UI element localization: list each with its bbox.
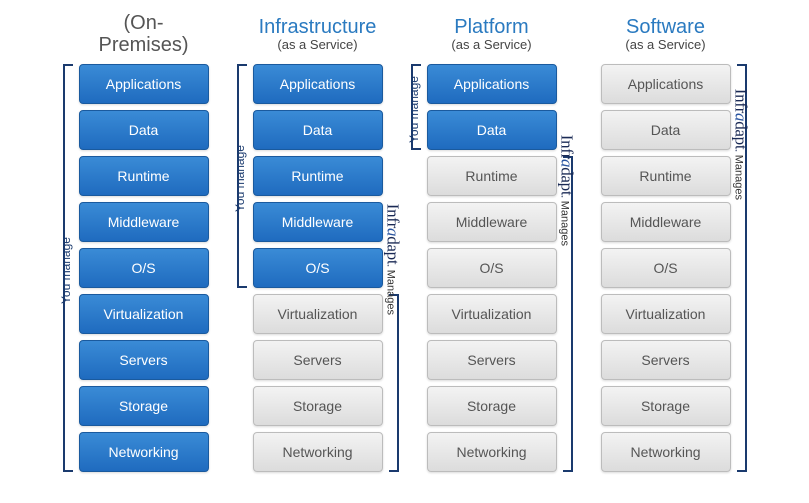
layer-box: Networking [427, 432, 557, 472]
vendor-manages-bracket: Infradapt.Manages [557, 64, 579, 472]
column-subtitle: (as a Service) [451, 38, 531, 52]
layer-box: Storage [253, 386, 383, 426]
column-title: Software [625, 16, 705, 38]
layer-box: Servers [427, 340, 557, 380]
you-manage-bracket: You manage [231, 64, 253, 472]
you-manage-bracket [579, 64, 601, 472]
layer-stack: Applications Data Runtime Middleware O/S Virt… [427, 64, 557, 472]
layer-box: Data [79, 110, 209, 150]
vendor-manages-label: Infradapt.Manages [731, 89, 751, 200]
layer-box: Networking [253, 432, 383, 472]
column-header: Software(as a Service) [625, 12, 705, 56]
layer-box: Networking [79, 432, 209, 472]
you-manage-bracket: You manage [57, 64, 79, 472]
you-manage-label: You manage [407, 76, 421, 143]
layer-box: Data [253, 110, 383, 150]
layer-box: Applications [601, 64, 731, 104]
vendor-manages-label: Infradapt.Manages [383, 204, 403, 315]
layer-stack: Applications Data Runtime Middleware O/S Virt… [253, 64, 383, 472]
column-subtitle: (as a Service) [625, 38, 705, 52]
column-title: (On- Premises) [98, 12, 188, 56]
service-model-column: (On- Premises) You manage Applications Data… [57, 12, 231, 472]
layer-box: Virtualization [427, 294, 557, 334]
column-header: Infrastructure(as a Service) [259, 12, 377, 56]
you-manage-label: You manage [233, 145, 247, 212]
layer-box: Virtualization [253, 294, 383, 334]
vendor-manages-bracket: Infradapt.Manages [731, 64, 753, 472]
layer-box: Servers [253, 340, 383, 380]
column-subtitle: (as a Service) [259, 38, 377, 52]
layer-box: Runtime [427, 156, 557, 196]
layer-box: Storage [427, 386, 557, 426]
service-model-column: Infrastructure(as a Service) You manage Ap… [231, 12, 405, 472]
vendor-manages-label: Infradapt.Manages [557, 135, 577, 246]
layer-box: O/S [427, 248, 557, 288]
layer-box: Networking [601, 432, 731, 472]
layer-box: Virtualization [601, 294, 731, 334]
you-manage-bracket: You manage [405, 64, 427, 472]
layer-box: Applications [79, 64, 209, 104]
layer-box: O/S [253, 248, 383, 288]
you-manage-label: You manage [59, 237, 73, 304]
vendor-manages-bracket: Infradapt.Manages [383, 64, 405, 472]
layer-box: Data [601, 110, 731, 150]
layer-box: Middleware [79, 202, 209, 242]
column-header: (On- Premises) [98, 12, 188, 56]
layer-box: Runtime [601, 156, 731, 196]
layer-box: Middleware [253, 202, 383, 242]
layer-box: Virtualization [79, 294, 209, 334]
layer-box: Middleware [427, 202, 557, 242]
layer-box: Servers [79, 340, 209, 380]
layer-box: Storage [79, 386, 209, 426]
service-model-column: Platform(as a Service) You manage Applicat… [405, 12, 579, 472]
layer-box: Middleware [601, 202, 731, 242]
layer-stack: Applications Data Runtime Middleware O/S Virt… [601, 64, 731, 472]
layer-box: Storage [601, 386, 731, 426]
column-header: Platform(as a Service) [451, 12, 531, 56]
layer-box: Runtime [253, 156, 383, 196]
layer-box: O/S [79, 248, 209, 288]
layer-box: O/S [601, 248, 731, 288]
vendor-manages-bracket [209, 64, 231, 472]
layer-box: Applications [427, 64, 557, 104]
layer-box: Servers [601, 340, 731, 380]
column-title: Infrastructure [259, 16, 377, 38]
layer-box: Applications [253, 64, 383, 104]
cloud-service-model-diagram: (On- Premises) You manage Applications Data… [8, 12, 801, 472]
column-title: Platform [451, 16, 531, 38]
layer-box: Runtime [79, 156, 209, 196]
layer-box: Data [427, 110, 557, 150]
layer-stack: Applications Data Runtime Middleware O/S Virt… [79, 64, 209, 472]
service-model-column: Software(as a Service) Applications Data Ru… [579, 12, 753, 472]
